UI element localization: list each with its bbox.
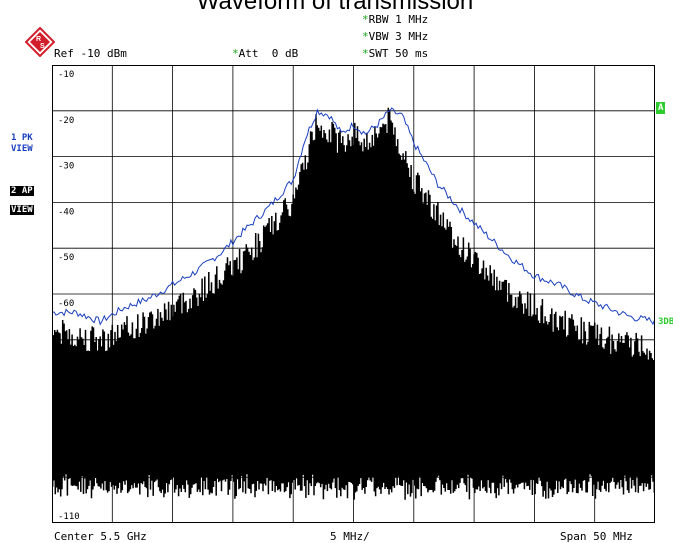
plot-frame [52, 65, 655, 523]
marker-a-badge: A [656, 102, 666, 114]
trace1-label: 1 PK VIEW [11, 133, 33, 154]
rohde-schwarz-logo: R S [6, 8, 56, 58]
trace2-label: 2 AP VIEW [10, 186, 34, 215]
y-tick-label: -50 [58, 253, 74, 263]
y-tick-label: -110 [58, 512, 80, 522]
y-tick-labels: -10 -20 -30 -40 -50 -60 -110 [58, 70, 80, 522]
frequency-span: Span 50 MHz [560, 530, 633, 543]
swt-setting: *SWT 50 ms [362, 47, 429, 60]
marker-3db-label: 3DB [658, 317, 673, 327]
y-tick-label: -60 [58, 299, 74, 309]
trace-2-average [52, 107, 655, 500]
frequency-per-division: 5 MHz/ [330, 530, 370, 543]
y-tick-label: -20 [58, 116, 74, 126]
svg-text:R: R [36, 36, 41, 43]
trace-1-peak [52, 107, 655, 326]
chart-title: Waveform of transmission [196, 0, 474, 15]
attenuation-setting: *Att 0 dB [232, 47, 299, 60]
ref-level: Ref -10 dBm [54, 47, 127, 60]
y-tick-label: -30 [58, 162, 74, 172]
vbw-setting: *VBW 3 MHz [362, 30, 429, 43]
center-frequency: Center 5.5 GHz [54, 530, 147, 543]
spectrum-plot: -10 -20 -30 -40 -50 -60 -110 [52, 65, 655, 523]
rbw-setting: *RBW 1 MHz [362, 13, 429, 26]
y-tick-label: -40 [58, 207, 74, 217]
y-tick-label: -10 [58, 70, 74, 80]
svg-text:S: S [40, 43, 45, 50]
